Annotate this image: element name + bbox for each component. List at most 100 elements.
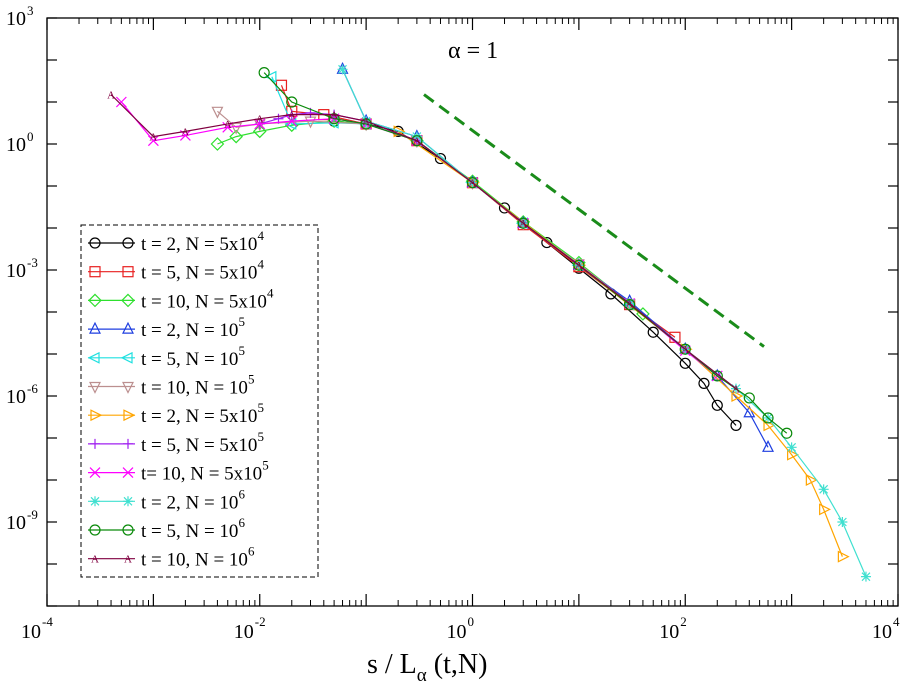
y-tick-exponent: 0 (27, 129, 34, 144)
legend-entry: t = 5, N = 5x105 (88, 429, 264, 456)
data-point: A (626, 298, 634, 310)
data-point (679, 343, 691, 355)
data-point (762, 439, 774, 452)
x-tick-exponent: -4 (42, 614, 53, 629)
legend-entry: t = 2, N = 5x105 (88, 400, 264, 427)
reference-slope-line (423, 93, 765, 348)
data-point (679, 357, 691, 369)
series-4 (336, 61, 774, 452)
legend-label: t = 5, N = 106 (141, 515, 245, 542)
legend-entry: t = 10, N = 5x104 (88, 285, 274, 312)
data-point (89, 321, 101, 334)
data-point (624, 299, 636, 311)
y-tick-exponent: 3 (27, 3, 34, 18)
data-point: A (124, 554, 132, 566)
data-point (411, 131, 422, 142)
x-tick-exponent: 2 (680, 614, 687, 629)
y-tick-label: 10 (6, 134, 26, 156)
data-point (120, 351, 133, 364)
data-point (781, 427, 793, 439)
x-tick-label: 10 (21, 621, 41, 643)
data-point (122, 237, 134, 249)
data-point (122, 321, 134, 334)
data-point (837, 550, 850, 563)
data-point (89, 381, 101, 394)
legend-label: t = 5, N = 105 (141, 343, 245, 370)
y-tick-label: 10 (6, 386, 26, 408)
minor-ticks (78, 18, 894, 606)
data-point (258, 67, 270, 79)
data-point (122, 381, 134, 394)
series-layer: A A A A A A A A A A A A A A A (107, 61, 871, 582)
data-point (115, 96, 127, 108)
data-point (286, 96, 298, 108)
data-point (730, 419, 742, 431)
data-point: A (575, 260, 583, 272)
legend-entry: t = 2, N = 105 (88, 314, 245, 341)
data-point (210, 137, 225, 151)
data-point (122, 266, 134, 278)
x-tick-label: 10 (234, 621, 254, 643)
series-line (263, 72, 788, 434)
data-point: A (91, 554, 99, 566)
data-point (818, 484, 829, 495)
data-point (252, 124, 267, 139)
data-point (860, 571, 871, 582)
data-point (573, 259, 585, 271)
legend-label: t = 10, N = 105 (141, 372, 254, 399)
legend-label: t = 2, N = 5x104 (141, 228, 264, 255)
y-tick-exponent: -9 (27, 507, 38, 522)
data-point (711, 370, 723, 382)
y-tick-label: 10 (6, 260, 26, 282)
legend-label: t = 10, N = 106 (141, 544, 255, 571)
x-tick-exponent: 0 (468, 614, 475, 629)
data-point (122, 467, 134, 479)
data-point: A (330, 110, 338, 122)
legend-label: t = 5, N = 5x105 (141, 429, 264, 456)
x-axis-label: s / Lα (t,N) (367, 649, 487, 686)
data-point: A (519, 218, 527, 230)
data-point (121, 293, 135, 308)
data-point (743, 392, 755, 404)
x-tick-label: 10 (447, 621, 467, 643)
series-line (110, 94, 737, 390)
data-point (647, 326, 659, 338)
y-tick-label: 10 (6, 8, 26, 30)
data-point (337, 64, 348, 75)
data-point (90, 438, 100, 449)
data-point: A (413, 136, 421, 148)
legend-label: t = 2, N = 5x105 (141, 400, 264, 427)
series-line (341, 69, 769, 448)
data-point (229, 129, 243, 144)
data-point (466, 177, 479, 189)
legend-frame (80, 224, 319, 578)
legend-entry: t = 2, N = 5x104 (88, 228, 264, 255)
legend-entry: t = 5, N = 106 (88, 515, 245, 542)
data-point (304, 116, 317, 129)
legend-entry: t = 2, N = 106 (88, 486, 245, 513)
data-point (711, 399, 723, 411)
data-point: A (149, 132, 157, 144)
data-point (87, 351, 100, 364)
y-tick-exponent: -6 (27, 381, 38, 396)
alpha-annotation: α = 1 (448, 38, 498, 64)
data-point: A (181, 126, 189, 138)
data-point (762, 412, 774, 424)
series-5 (264, 70, 635, 311)
legend-entry: t = 5, N = 5x104 (88, 257, 264, 284)
data-point (837, 517, 848, 527)
series-1 (328, 115, 742, 431)
legend-label: t = 10, N = 5x104 (141, 285, 274, 312)
x-tick-label: 10 (872, 621, 892, 643)
data-point (123, 438, 133, 449)
data-point (498, 202, 511, 214)
data-point: A (362, 116, 370, 128)
x-tick-label: 10 (659, 621, 679, 643)
data-point (147, 135, 159, 147)
data-point (211, 106, 224, 119)
data-point (328, 113, 340, 125)
series-12: A A A A A A A A A A A A A A A (107, 90, 740, 396)
